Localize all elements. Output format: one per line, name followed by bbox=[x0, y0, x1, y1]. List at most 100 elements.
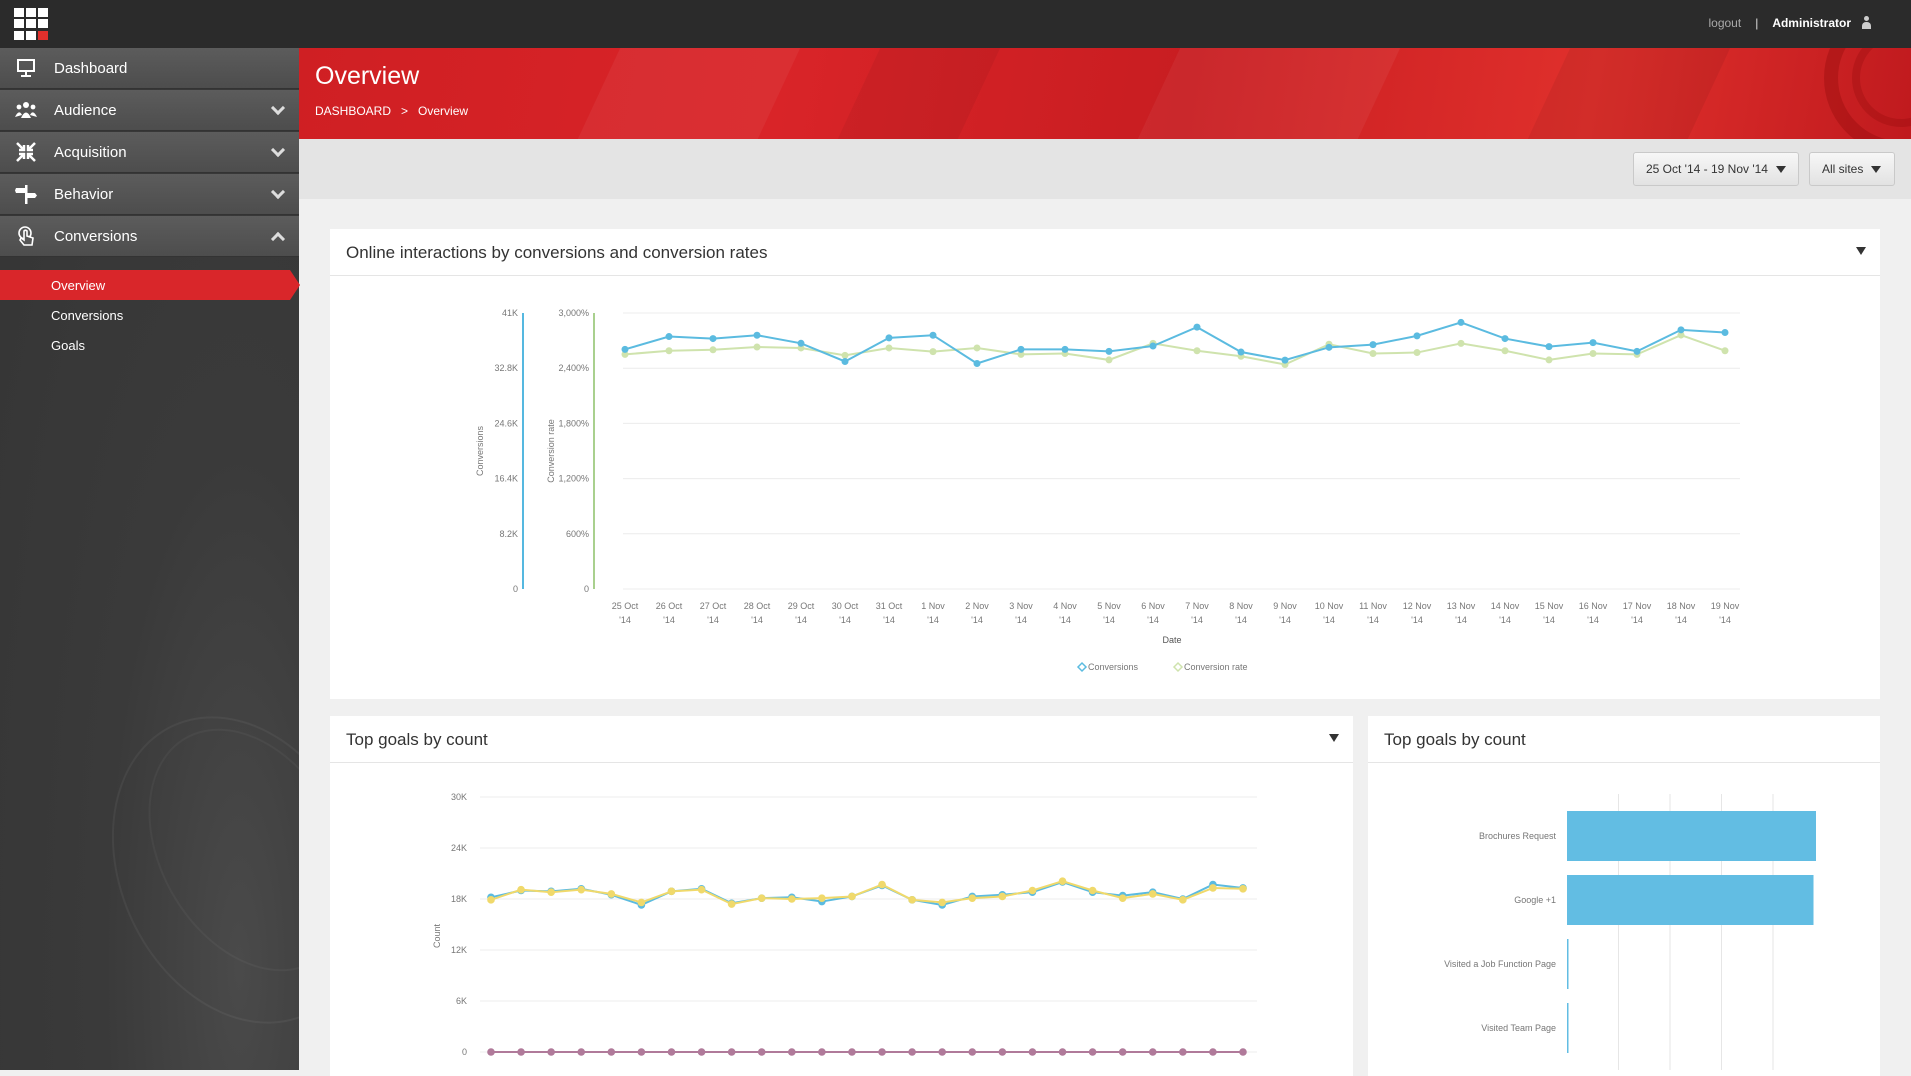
data-point bbox=[1209, 884, 1217, 892]
top-bar: logout | Administrator bbox=[0, 0, 1911, 48]
x-tick-label: 13 Nov '14 bbox=[1447, 601, 1476, 625]
bar bbox=[1567, 1003, 1569, 1053]
data-point bbox=[1028, 1048, 1037, 1056]
data-point bbox=[1545, 343, 1553, 351]
sidebar-item-label: Behavior bbox=[54, 185, 114, 203]
data-point bbox=[621, 350, 629, 358]
breadcrumb: DASHBOARD > Overview bbox=[315, 104, 468, 118]
decorative-facet bbox=[837, 48, 1001, 139]
data-point bbox=[788, 895, 796, 903]
data-point bbox=[665, 347, 673, 355]
chevron-up-icon bbox=[270, 231, 286, 247]
y-tick-label: 6K bbox=[456, 996, 467, 1006]
data-point bbox=[1239, 885, 1247, 893]
data-point bbox=[1179, 896, 1187, 904]
data-point bbox=[929, 348, 937, 356]
data-point bbox=[547, 888, 555, 896]
data-point bbox=[797, 339, 805, 347]
submenu-item-conversions[interactable]: Conversions bbox=[51, 307, 124, 323]
data-point bbox=[727, 1048, 736, 1056]
data-point bbox=[1677, 331, 1685, 339]
data-point bbox=[757, 1048, 766, 1056]
bar-category-label: Visited Team Page bbox=[1481, 1023, 1556, 1033]
sidebar-item-dashboard[interactable]: Dashboard bbox=[0, 48, 299, 89]
data-point bbox=[517, 1048, 525, 1056]
legend-marker bbox=[1076, 661, 1088, 673]
data-point bbox=[1058, 1048, 1067, 1056]
sites-dropdown[interactable]: All sites bbox=[1809, 152, 1895, 186]
x-tick-label: 27 Oct '14 bbox=[700, 601, 727, 625]
data-point bbox=[1028, 886, 1037, 895]
data-point bbox=[1061, 345, 1069, 353]
sidebar-item-label: Audience bbox=[54, 101, 117, 119]
submenu-item-overview[interactable]: Overview bbox=[0, 270, 300, 300]
y-tick-label: 24.6K bbox=[494, 418, 518, 428]
panel-menu-caret-icon[interactable] bbox=[1856, 247, 1866, 255]
series-line bbox=[490, 880, 1244, 906]
data-point bbox=[885, 334, 893, 342]
data-point bbox=[753, 343, 761, 351]
data-point bbox=[929, 331, 937, 339]
data-point bbox=[517, 885, 525, 894]
data-point bbox=[1017, 345, 1025, 353]
x-tick-label: 14 Nov '14 bbox=[1491, 601, 1520, 625]
data-point bbox=[1237, 348, 1245, 356]
caret-down-icon bbox=[1871, 165, 1882, 173]
user-name[interactable]: Administrator bbox=[1772, 16, 1851, 30]
data-point bbox=[697, 1048, 706, 1056]
x-tick-label: 31 Oct '14 bbox=[876, 601, 903, 625]
separator: | bbox=[1755, 16, 1759, 30]
breadcrumb-root[interactable]: DASHBOARD bbox=[315, 104, 392, 118]
x-tick-label: 8 Nov '14 bbox=[1229, 601, 1253, 625]
x-tick-label: 10 Nov '14 bbox=[1315, 601, 1344, 625]
sidebar-item-behavior[interactable]: Behavior bbox=[0, 174, 299, 215]
legend-label: Conversion rate bbox=[1184, 662, 1248, 672]
data-point bbox=[577, 1048, 586, 1056]
y-axis-label: Conversion rate bbox=[546, 419, 556, 483]
panel-title: Online interactions by conversions and c… bbox=[330, 229, 1880, 276]
data-point bbox=[788, 1048, 796, 1056]
y-tick-label: 41K bbox=[502, 308, 518, 318]
data-point bbox=[1088, 1048, 1097, 1056]
y-tick-label: 600% bbox=[566, 529, 589, 539]
sidebar-item-conversions[interactable]: Conversions bbox=[0, 216, 299, 257]
top-goals-line-panel: Top goals by count 0 6K 12K 18K 24K 30K Count bbox=[330, 716, 1353, 1076]
data-point bbox=[1105, 347, 1113, 355]
user-icon[interactable] bbox=[1861, 16, 1871, 30]
y-tick-label: 30K bbox=[451, 792, 467, 802]
data-point bbox=[1193, 323, 1201, 331]
top-goals-bar-chart: Brochures Request Google +1 Visited a Job … bbox=[1444, 794, 1816, 1070]
y-tick-label: 1,200% bbox=[558, 474, 589, 484]
panel-menu-caret-icon[interactable] bbox=[1329, 734, 1339, 742]
data-point bbox=[938, 898, 946, 907]
data-point bbox=[665, 333, 673, 341]
data-point bbox=[1413, 332, 1421, 340]
submenu-item-goals[interactable]: Goals bbox=[51, 337, 85, 353]
sidebar-item-audience[interactable]: Audience bbox=[0, 90, 299, 131]
data-point bbox=[968, 1048, 977, 1056]
logout-link[interactable]: logout bbox=[1708, 16, 1742, 30]
data-point bbox=[973, 359, 981, 367]
top-goals-bar-panel: Top goals by count Brochures Request Goog… bbox=[1368, 716, 1880, 1076]
x-tick-label: 30 Oct '14 bbox=[832, 601, 859, 625]
data-point bbox=[908, 1048, 916, 1056]
x-tick-label: 12 Nov '14 bbox=[1403, 601, 1432, 625]
sidebar-item-acquisition[interactable]: Acquisition bbox=[0, 132, 299, 173]
app-grid-icon[interactable] bbox=[14, 8, 48, 40]
data-point bbox=[938, 1048, 946, 1056]
data-point bbox=[757, 894, 766, 902]
data-point bbox=[848, 892, 856, 901]
data-point bbox=[1179, 1048, 1187, 1056]
date-range-value: 25 Oct '14 - 19 Nov '14 bbox=[1646, 162, 1768, 176]
date-range-dropdown[interactable]: 25 Oct '14 - 19 Nov '14 bbox=[1633, 152, 1799, 186]
x-tick-label: 15 Nov '14 bbox=[1535, 601, 1564, 625]
x-tick-label: 26 Oct '14 bbox=[656, 601, 683, 625]
x-tick-label: 4 Nov '14 bbox=[1053, 601, 1077, 625]
data-point bbox=[1721, 329, 1729, 337]
data-point bbox=[1193, 347, 1201, 355]
bar-category-label: Google +1 bbox=[1514, 895, 1556, 905]
page-header: Overview DASHBOARD > Overview bbox=[299, 48, 1911, 139]
data-point bbox=[1457, 318, 1465, 326]
decorative-circle bbox=[1824, 48, 1911, 139]
data-point bbox=[607, 890, 616, 898]
